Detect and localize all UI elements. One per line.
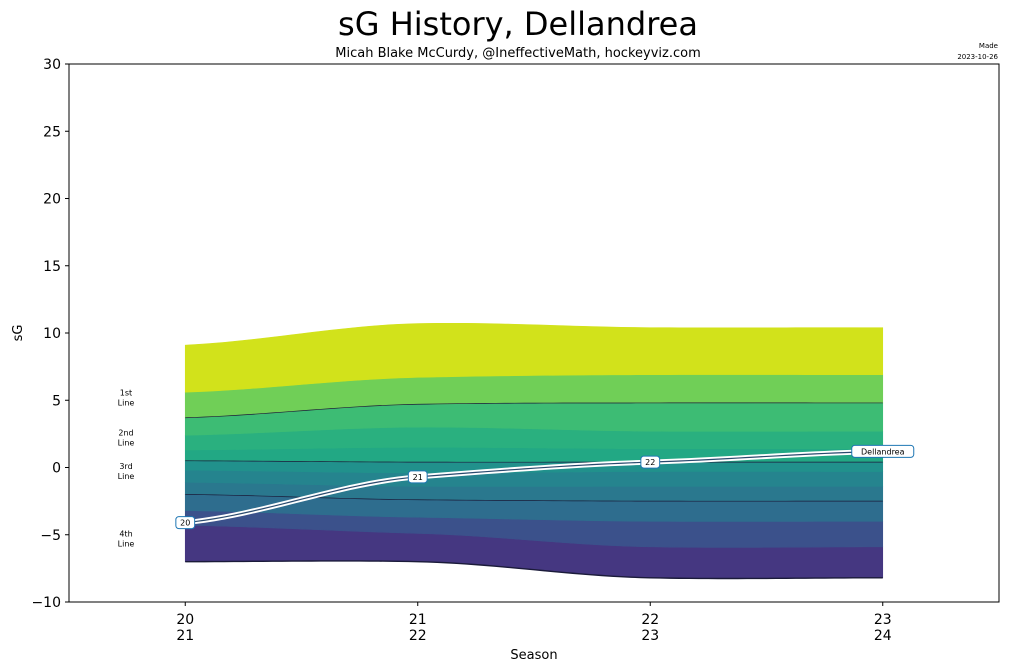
series-line-0 bbox=[185, 450, 883, 524]
series-point-box-1 bbox=[407, 470, 428, 484]
series-point-label-1: 21 bbox=[413, 473, 423, 482]
y-tick-label-1: −5 bbox=[40, 528, 61, 544]
band-boundary-line-0 bbox=[185, 560, 883, 580]
band-10 bbox=[184, 322, 884, 393]
x-tick-label-bottom-0: 21 bbox=[176, 628, 194, 644]
made-label: Made bbox=[979, 42, 998, 50]
series-point-label-0: 20 bbox=[180, 519, 190, 528]
band-boundary-line-9 bbox=[185, 402, 883, 419]
y-tick-label-5: 15 bbox=[43, 259, 61, 275]
series-point-box-3 bbox=[851, 444, 915, 458]
x-tick-label-bottom-3: 24 bbox=[874, 628, 892, 644]
line-label-3-bottom: Line bbox=[118, 539, 135, 548]
series-point-label-2: 22 bbox=[645, 458, 655, 467]
x-tick-label-top-0: 20 bbox=[176, 612, 194, 628]
line-label-0-top: 1st bbox=[120, 388, 132, 397]
x-tick-label-top-1: 21 bbox=[409, 612, 427, 628]
y-tick-label-7: 25 bbox=[43, 124, 61, 140]
line-label-1: 2nd Line bbox=[118, 429, 135, 448]
series-point-label-3: Dellandrea bbox=[861, 447, 905, 456]
line-label-2: 3rd Line bbox=[118, 462, 135, 481]
y-axis-label: sG bbox=[11, 325, 26, 342]
series-point-0: 20 bbox=[175, 516, 196, 530]
band-boundary-line-6 bbox=[185, 460, 883, 463]
y-tick-label-0: −10 bbox=[31, 595, 61, 611]
made-date: 2023-10-26 bbox=[957, 53, 998, 61]
chart-subtitle: Micah Blake McCurdy, @IneffectiveMath, h… bbox=[335, 46, 701, 61]
line-label-3: 4th Line bbox=[118, 529, 135, 548]
x-axis-label: Season bbox=[510, 648, 557, 663]
y-tick-label-8: 30 bbox=[43, 57, 61, 73]
line-label-2-bottom: Line bbox=[118, 472, 135, 481]
series-group: 20 21 22 Dellandrea bbox=[175, 444, 915, 530]
line-label-0: 1st Line bbox=[118, 388, 135, 407]
line-label-3-top: 4th bbox=[119, 529, 132, 538]
x-tick-label-bottom-2: 23 bbox=[641, 628, 659, 644]
line-label-0-bottom: Line bbox=[118, 398, 135, 407]
series-point-box-2 bbox=[640, 455, 661, 469]
y-tick-label-2: 0 bbox=[52, 461, 61, 477]
y-tick-label-4: 10 bbox=[43, 326, 61, 342]
series-point-3: Dellandrea bbox=[851, 444, 915, 458]
chart-title: sG History, Dellandrea bbox=[338, 5, 698, 43]
y-axis: −10 −5 0 5 10 15 20 25 30 bbox=[31, 57, 69, 611]
line-label-2-top: 3rd bbox=[119, 462, 132, 471]
band-4 bbox=[184, 469, 884, 487]
series-point-box-0 bbox=[175, 516, 196, 530]
series-point-1: 21 bbox=[407, 470, 428, 484]
bands-group bbox=[184, 322, 884, 579]
x-tick-label-bottom-1: 22 bbox=[409, 628, 427, 644]
line-label-1-bottom: Line bbox=[118, 439, 135, 448]
y-tick-label-3: 5 bbox=[52, 393, 61, 409]
y-tick-label-6: 20 bbox=[43, 192, 61, 208]
x-tick-label-top-3: 23 bbox=[874, 612, 892, 628]
series-point-2: 22 bbox=[640, 455, 661, 469]
line-label-1-top: 2nd bbox=[118, 429, 133, 438]
x-tick-label-top-2: 22 bbox=[641, 612, 659, 628]
